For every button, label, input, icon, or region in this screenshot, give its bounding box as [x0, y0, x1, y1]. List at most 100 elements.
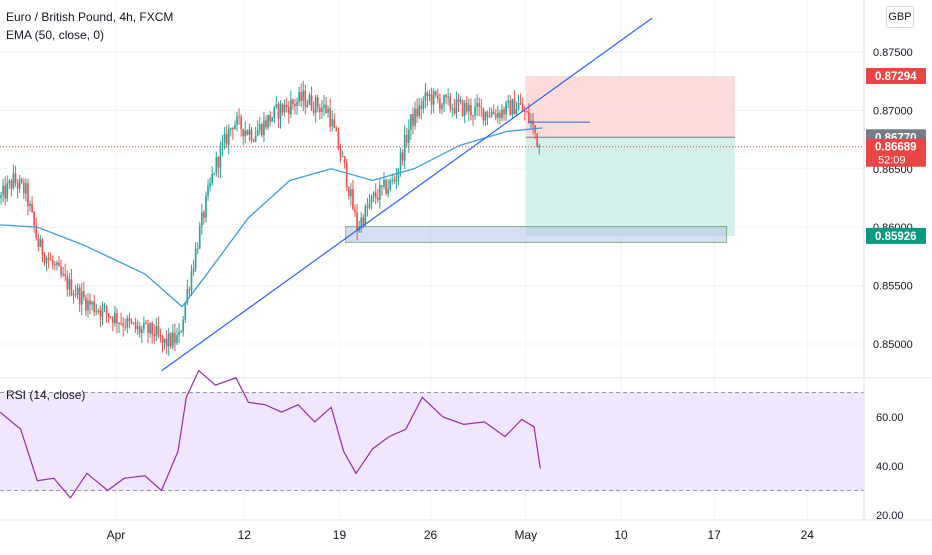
candle-body: [66, 276, 69, 290]
candle-body: [296, 101, 298, 107]
candle-body: [329, 108, 331, 127]
candle-body: [432, 91, 435, 105]
candle-body: [147, 323, 149, 334]
candle-body: [236, 116, 238, 126]
candle-body: [499, 112, 501, 118]
candle-body: [275, 104, 278, 107]
candle-body: [234, 125, 236, 130]
candle-body: [10, 180, 13, 189]
candle-body: [391, 179, 394, 181]
candle-body: [43, 255, 46, 263]
candle-body: [145, 322, 147, 324]
candle-body: [509, 100, 512, 116]
candle-body: [376, 197, 379, 200]
candle-body: [430, 94, 433, 105]
candle-body: [240, 116, 242, 129]
candle-body: [83, 291, 85, 298]
ema-line: [0, 127, 543, 308]
candle-body: [281, 104, 284, 113]
candle-body: [525, 111, 528, 113]
candle-body: [501, 109, 503, 118]
candle-body: [188, 289, 191, 291]
candle-body: [258, 124, 261, 131]
candle-body: [35, 225, 38, 238]
candle-body: [87, 300, 89, 311]
candle-body: [229, 127, 232, 130]
candle-body: [318, 107, 321, 112]
candle-body: [354, 209, 356, 213]
candle-body: [105, 306, 108, 314]
candle-body: [31, 203, 33, 212]
candle-body: [120, 322, 122, 324]
y-tick-label: 0.85000: [873, 339, 913, 351]
candle-body: [227, 129, 230, 145]
currency-button[interactable]: GBP: [886, 6, 914, 28]
candle-body: [70, 278, 73, 296]
candle-body: [383, 179, 385, 187]
candle-body: [455, 99, 458, 114]
candle-body: [381, 185, 383, 187]
candle-body: [14, 173, 17, 183]
candle-body: [182, 319, 185, 332]
candle-body: [45, 257, 48, 263]
candle-body: [29, 203, 31, 207]
candle-body: [290, 99, 292, 115]
candle-body: [196, 248, 199, 250]
candle-body: [176, 335, 178, 343]
candle-body: [153, 334, 156, 337]
candle-body: [209, 182, 211, 187]
candle-body: [302, 90, 305, 101]
candle-body: [192, 268, 195, 272]
candle-body: [401, 152, 404, 161]
candle-body: [399, 152, 402, 170]
candle-body: [111, 317, 114, 324]
candle-body: [463, 103, 466, 116]
candle-body: [95, 310, 98, 312]
candle-body: [0, 195, 2, 198]
candle-body: [25, 183, 27, 194]
candle-body: [314, 97, 317, 113]
candle-body: [41, 239, 44, 256]
candle-body: [54, 264, 56, 266]
candle-body: [300, 92, 303, 101]
candle-body: [265, 120, 267, 128]
candle-body: [294, 103, 296, 107]
price-level-label: 0.85926: [875, 231, 917, 243]
candle-body: [221, 142, 224, 148]
candle-body: [254, 135, 257, 142]
candle-body: [6, 183, 9, 199]
candle-body: [505, 102, 507, 115]
candle-body: [370, 195, 373, 203]
candle-body: [507, 100, 510, 103]
candle-body: [536, 133, 538, 147]
candle-body: [51, 260, 54, 265]
candle-body: [356, 212, 358, 231]
candle-body: [27, 183, 29, 207]
candle-body: [269, 115, 271, 122]
support-zone-box: [345, 226, 728, 243]
candle-body: [410, 114, 412, 130]
candle-body: [333, 119, 336, 128]
y-tick-label: 0.86500: [873, 164, 913, 176]
y-tick-label: 0.87000: [873, 105, 913, 117]
candle-body: [368, 202, 371, 208]
candle-body: [134, 322, 137, 329]
candle-body: [261, 124, 263, 136]
candle-body: [163, 338, 166, 343]
candle-body: [515, 108, 518, 115]
candle-body: [428, 94, 431, 96]
candle-body: [130, 321, 133, 324]
candle-body: [364, 206, 367, 226]
rsi-y-tick-label: 40.00: [876, 461, 904, 473]
candle-body: [277, 104, 280, 119]
candle-body: [486, 111, 489, 117]
candle-body: [532, 120, 534, 126]
candle-body: [172, 332, 174, 347]
candle-body: [116, 313, 118, 324]
candle-body: [449, 96, 452, 109]
price-level-tag: [866, 227, 926, 244]
candle-body: [128, 318, 131, 322]
candle-body: [372, 192, 375, 196]
candle-body: [213, 173, 216, 175]
